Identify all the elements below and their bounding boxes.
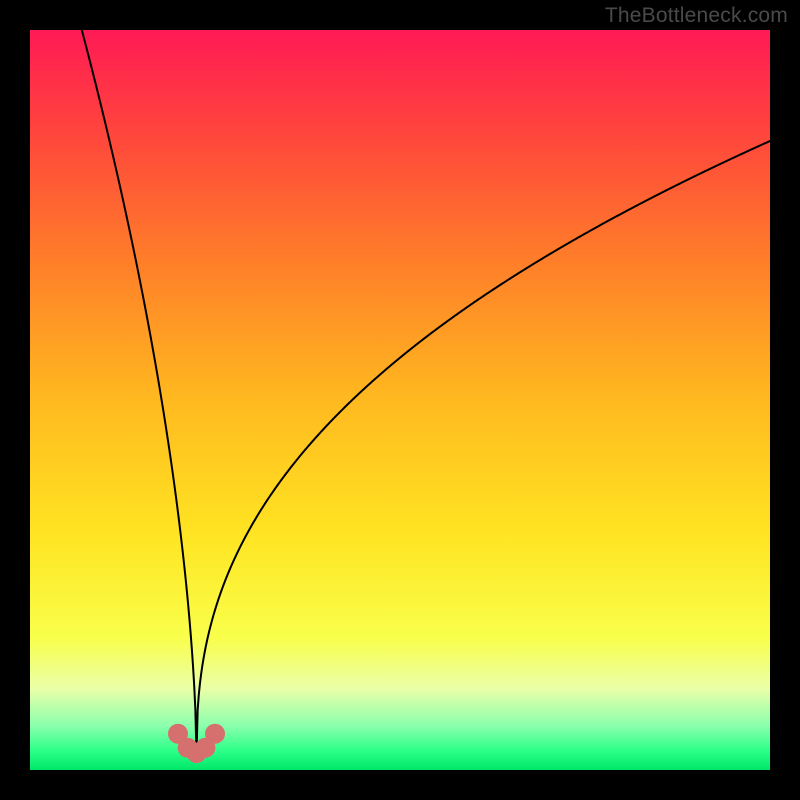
chart-svg bbox=[0, 0, 800, 800]
watermark-text: TheBottleneck.com bbox=[605, 4, 788, 28]
curve-marker bbox=[205, 724, 225, 744]
plot-background bbox=[30, 30, 770, 770]
stage: TheBottleneck.com bbox=[0, 0, 800, 800]
